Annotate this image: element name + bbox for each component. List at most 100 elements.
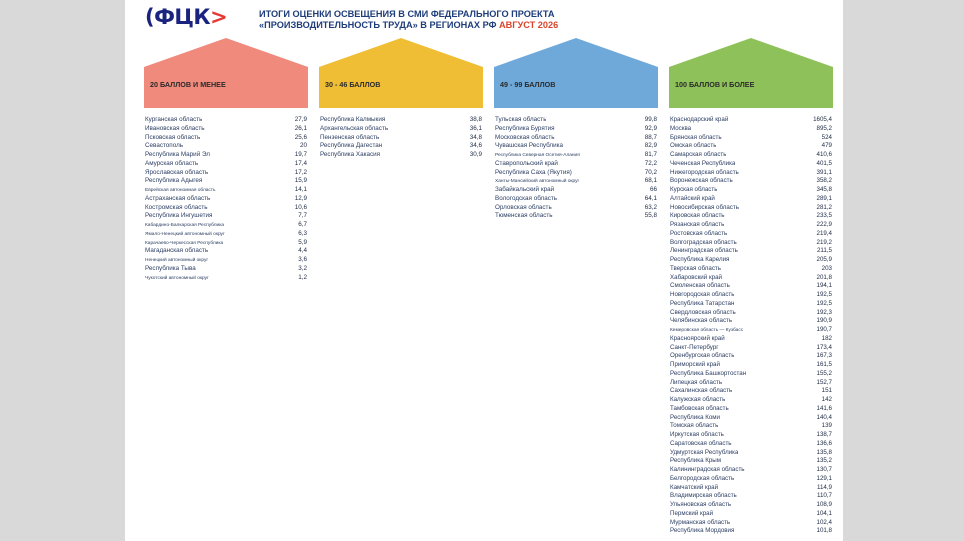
- region-row: Томская область 139: [670, 422, 832, 431]
- region-score: 281,2: [816, 203, 832, 211]
- region-row: Ставропольский край 72,2: [495, 160, 657, 169]
- region-name: Республика Крым: [670, 457, 721, 465]
- region-name: Свердловская область: [670, 308, 736, 316]
- region-name: Алтайский край: [670, 194, 715, 202]
- region-row: Республика Адыгея 15,9: [145, 177, 307, 186]
- region-name: Ямало-Ненецкий автономный округ: [145, 231, 225, 237]
- region-score: 152,7: [816, 378, 832, 386]
- region-score: 141,6: [816, 404, 832, 412]
- region-score: 72,2: [644, 159, 657, 167]
- region-name: Новосибирская область: [670, 203, 739, 211]
- region-name: Саратовская область: [670, 439, 732, 447]
- region-score: 391,1: [816, 168, 832, 176]
- region-row: Воронежская область 358,2: [670, 177, 832, 186]
- region-row: Свердловская область 192,3: [670, 309, 832, 318]
- region-name: Севастополь: [145, 142, 184, 150]
- region-row: Самарская область 410,6: [670, 151, 832, 160]
- region-score: 55,8: [644, 212, 657, 220]
- region-score: 194,1: [816, 282, 832, 290]
- region-name: Чувашская Республика: [495, 142, 563, 150]
- region-name: Республика Саха (Якутия): [495, 168, 572, 176]
- region-row: Мурманская область 102,4: [670, 519, 832, 528]
- region-score: 139: [821, 422, 832, 430]
- fck-logo: (ФЦК>: [145, 5, 228, 29]
- region-row: Республика Коми 140,4: [670, 414, 832, 423]
- region-name: Сахалинская область: [670, 387, 733, 395]
- region-row: Севастополь 20: [145, 142, 307, 151]
- region-score: 151: [821, 387, 832, 395]
- region-score: 66: [649, 186, 657, 193]
- region-row: Республика Бурятия 92,9: [495, 125, 657, 134]
- region-score: 203: [821, 264, 832, 272]
- region-row: Алтайский край 289,1: [670, 195, 832, 204]
- region-name: Республика Бурятия: [495, 124, 555, 132]
- region-name: Пермский край: [670, 509, 714, 517]
- region-name: Чукотский автономный округ: [145, 275, 209, 281]
- region-row: Красноярский край 182: [670, 335, 832, 344]
- region-name: Смоленская область: [670, 282, 730, 290]
- region-name: Калининградская область: [670, 466, 745, 473]
- region-name: Ивановская область: [145, 124, 205, 132]
- region-name: Ханты-Мансийский автономный округ: [495, 179, 580, 185]
- region-score: 15,9: [294, 177, 307, 185]
- region-name: Архангельская область: [320, 124, 389, 132]
- region-score: 7,7: [298, 212, 307, 220]
- region-name: Чеченская Республика: [670, 159, 736, 167]
- region-row: Республика Саха (Якутия) 70,2: [495, 169, 657, 178]
- category-header-1: 20 БАЛЛОВ И МЕНЕЕ: [144, 38, 308, 108]
- region-score: 27,9: [294, 116, 307, 123]
- region-score: 3,2: [298, 264, 307, 272]
- category-label-1: 20 БАЛЛОВ И МЕНЕЕ: [150, 80, 226, 89]
- region-row: Тверская область 203: [670, 265, 832, 274]
- region-name: Республика Дагестан: [320, 142, 383, 150]
- region-score: 190,9: [816, 317, 832, 325]
- region-name: Забайкальский край: [495, 186, 555, 193]
- region-row: Москва 895,2: [670, 125, 832, 134]
- region-name: Ставропольский край: [495, 159, 558, 167]
- region-score: 17,4: [294, 159, 307, 167]
- region-score: 345,8: [816, 186, 832, 193]
- region-row: Вологодская область 64,1: [495, 195, 657, 204]
- house-shape-3: [494, 38, 658, 108]
- region-name: Еврейская автономная область: [145, 188, 216, 193]
- region-name: Челябинская область: [670, 317, 733, 325]
- region-name: Новгородская область: [670, 291, 735, 298]
- region-row: Еврейская автономная область 14,1: [145, 186, 307, 195]
- region-name: Ульяновская область: [670, 501, 732, 508]
- region-score: 219,2: [816, 238, 832, 246]
- region-score: 173,4: [816, 343, 832, 351]
- region-score: 410,6: [816, 151, 832, 158]
- region-name: Омская область: [670, 142, 717, 150]
- region-name: Республика Ингушетия: [145, 212, 213, 220]
- region-score: 12,9: [294, 194, 307, 202]
- region-row: Белгородская область 129,1: [670, 475, 832, 484]
- region-score: 5,9: [298, 238, 307, 246]
- region-score: 17,2: [294, 168, 307, 176]
- region-name: Республика Тыва: [145, 264, 196, 272]
- region-row: Саратовская область 136,6: [670, 440, 832, 449]
- region-row: Республика Ингушетия 7,7: [145, 212, 307, 221]
- region-row: Архангельская область 36,1: [320, 125, 482, 134]
- region-row: Московская область 88,7: [495, 134, 657, 143]
- region-row: Смоленская область 194,1: [670, 282, 832, 291]
- region-name: Республика Марий Эл: [145, 151, 210, 158]
- region-name: Удмуртская Республика: [670, 448, 739, 456]
- region-score: 479: [821, 142, 832, 150]
- region-score: 1,2: [298, 273, 307, 281]
- region-row: Пензенская область 34,8: [320, 134, 482, 143]
- region-name: Ярославская область: [145, 168, 209, 176]
- region-name: Тверская область: [670, 264, 721, 272]
- region-score: 92,9: [644, 124, 657, 132]
- region-score: 182: [821, 334, 832, 342]
- region-score: 135,2: [816, 457, 832, 465]
- region-name: Республика Карелия: [670, 256, 730, 263]
- category-label-4: 100 БАЛЛОВ И БОЛЕЕ: [675, 80, 755, 89]
- region-score: 129,1: [816, 474, 832, 482]
- region-name: Республика Башкортостан: [670, 369, 747, 377]
- region-name: Санкт-Петербург: [670, 343, 719, 351]
- region-name: Мурманская область: [670, 518, 731, 526]
- region-score: 68,1: [644, 177, 657, 185]
- region-row: Забайкальский край 66: [495, 186, 657, 195]
- region-row: Волгоградская область 219,2: [670, 239, 832, 248]
- title-period: АВГУСТ 2026: [499, 20, 559, 30]
